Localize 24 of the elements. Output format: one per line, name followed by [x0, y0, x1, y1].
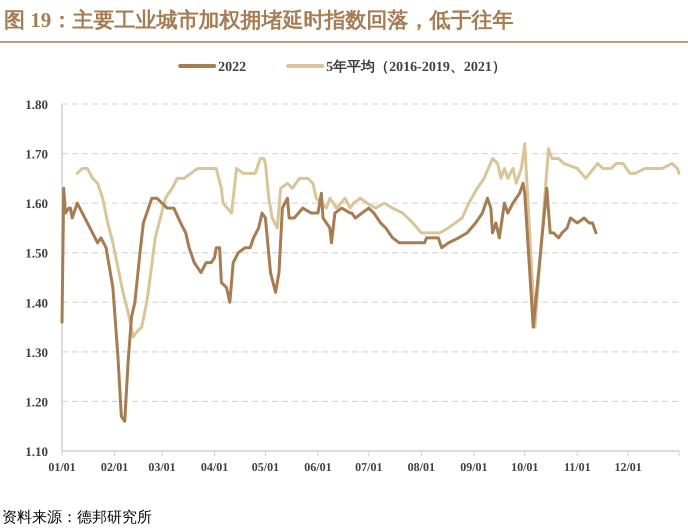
x-tick-label: 08/01: [408, 460, 436, 474]
x-tick-label: 09/01: [460, 460, 488, 474]
title: 图 19：主要工业城市加权拥堵延时指数回落，低于往年: [4, 8, 514, 32]
legend-label: 2022: [218, 60, 246, 75]
y-tick-label: 1.10: [25, 444, 48, 459]
y-tick-label: 1.70: [25, 146, 48, 162]
x-tick-label: 01/01: [48, 460, 76, 474]
x-tick-label: 04/01: [200, 460, 228, 474]
x-tick-label: 12/01: [614, 460, 642, 474]
x-tick-label: 03/01: [148, 460, 176, 474]
y-tick-label: 1.40: [25, 295, 48, 310]
x-tick-label: 05/01: [252, 460, 280, 474]
x-tick-label: 07/01: [355, 460, 382, 474]
x-tick-label: 10/01: [511, 460, 538, 474]
x-tick-label: 02/01: [100, 460, 128, 474]
y-tick-label: 1.30: [25, 344, 48, 360]
y-tick-label: 1.50: [25, 246, 48, 261]
x-tick-label: 11/01: [564, 460, 591, 474]
y-tick-label: 1.20: [25, 394, 48, 410]
y-tick-label: 1.80: [25, 97, 48, 112]
x-tick-label: 06/01: [304, 460, 332, 474]
y-tick-label: 1.60: [25, 196, 48, 212]
annotation: 资料来源：德邦研究所: [2, 510, 152, 526]
legend-label: 5年平均（2016-2019、2021）: [326, 59, 506, 75]
